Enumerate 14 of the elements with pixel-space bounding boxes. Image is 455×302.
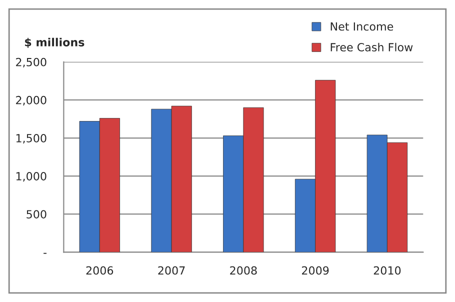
y-tick-label: 1,500 bbox=[16, 134, 46, 144]
legend-label: Net Income bbox=[330, 22, 394, 31]
x-tick-label: 2006 bbox=[86, 266, 114, 275]
x-tick-label: 2007 bbox=[158, 266, 185, 275]
x-tick-label: 2010 bbox=[374, 266, 401, 275]
x-tick-label: 2009 bbox=[302, 266, 329, 275]
y-tick-label: 2,500 bbox=[16, 58, 46, 68]
x-tick-label: 2008 bbox=[230, 266, 257, 275]
y-tick-label: 500 bbox=[26, 210, 46, 218]
legend-label: Free Cash Flow bbox=[330, 42, 413, 52]
y-tick-label: 2,000 bbox=[16, 96, 46, 106]
y-tick-label: 1,000 bbox=[16, 172, 46, 182]
y-tick-label: - bbox=[44, 252, 46, 254]
y-axis-title: $ millions bbox=[25, 38, 84, 48]
